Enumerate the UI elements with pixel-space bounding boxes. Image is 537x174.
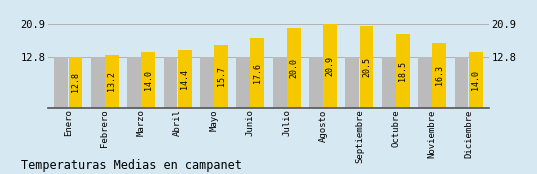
Text: Temperaturas Medias en campanet: Temperaturas Medias en campanet bbox=[21, 159, 242, 172]
Text: 14.0: 14.0 bbox=[471, 70, 480, 90]
Text: 18.5: 18.5 bbox=[398, 61, 408, 81]
Bar bbox=[345, 57, 359, 108]
Bar bbox=[163, 57, 177, 108]
Bar bbox=[309, 57, 323, 108]
Bar bbox=[105, 55, 119, 108]
Bar bbox=[178, 50, 192, 108]
Bar bbox=[287, 28, 301, 108]
Bar bbox=[91, 57, 105, 108]
Text: 20.9: 20.9 bbox=[325, 56, 335, 76]
Bar bbox=[469, 52, 483, 108]
Bar bbox=[360, 26, 374, 108]
Bar bbox=[54, 57, 68, 108]
Text: 17.6: 17.6 bbox=[253, 63, 262, 83]
Text: 14.4: 14.4 bbox=[180, 69, 189, 89]
Bar bbox=[200, 57, 214, 108]
Bar bbox=[127, 57, 141, 108]
Bar bbox=[396, 34, 410, 108]
Bar bbox=[432, 43, 446, 108]
Bar bbox=[214, 45, 228, 108]
Text: 16.3: 16.3 bbox=[435, 65, 444, 85]
Bar bbox=[69, 57, 82, 108]
Text: 20.0: 20.0 bbox=[289, 58, 298, 78]
Bar bbox=[455, 57, 468, 108]
Text: 12.8: 12.8 bbox=[71, 72, 80, 92]
Bar bbox=[236, 57, 250, 108]
Text: 13.2: 13.2 bbox=[107, 72, 117, 92]
Bar bbox=[141, 52, 155, 108]
Text: 15.7: 15.7 bbox=[216, 66, 226, 86]
Bar bbox=[382, 57, 396, 108]
Bar bbox=[418, 57, 432, 108]
Bar bbox=[273, 57, 287, 108]
Text: 20.5: 20.5 bbox=[362, 57, 371, 77]
Bar bbox=[250, 38, 264, 108]
Text: 14.0: 14.0 bbox=[144, 70, 153, 90]
Bar bbox=[323, 24, 337, 108]
